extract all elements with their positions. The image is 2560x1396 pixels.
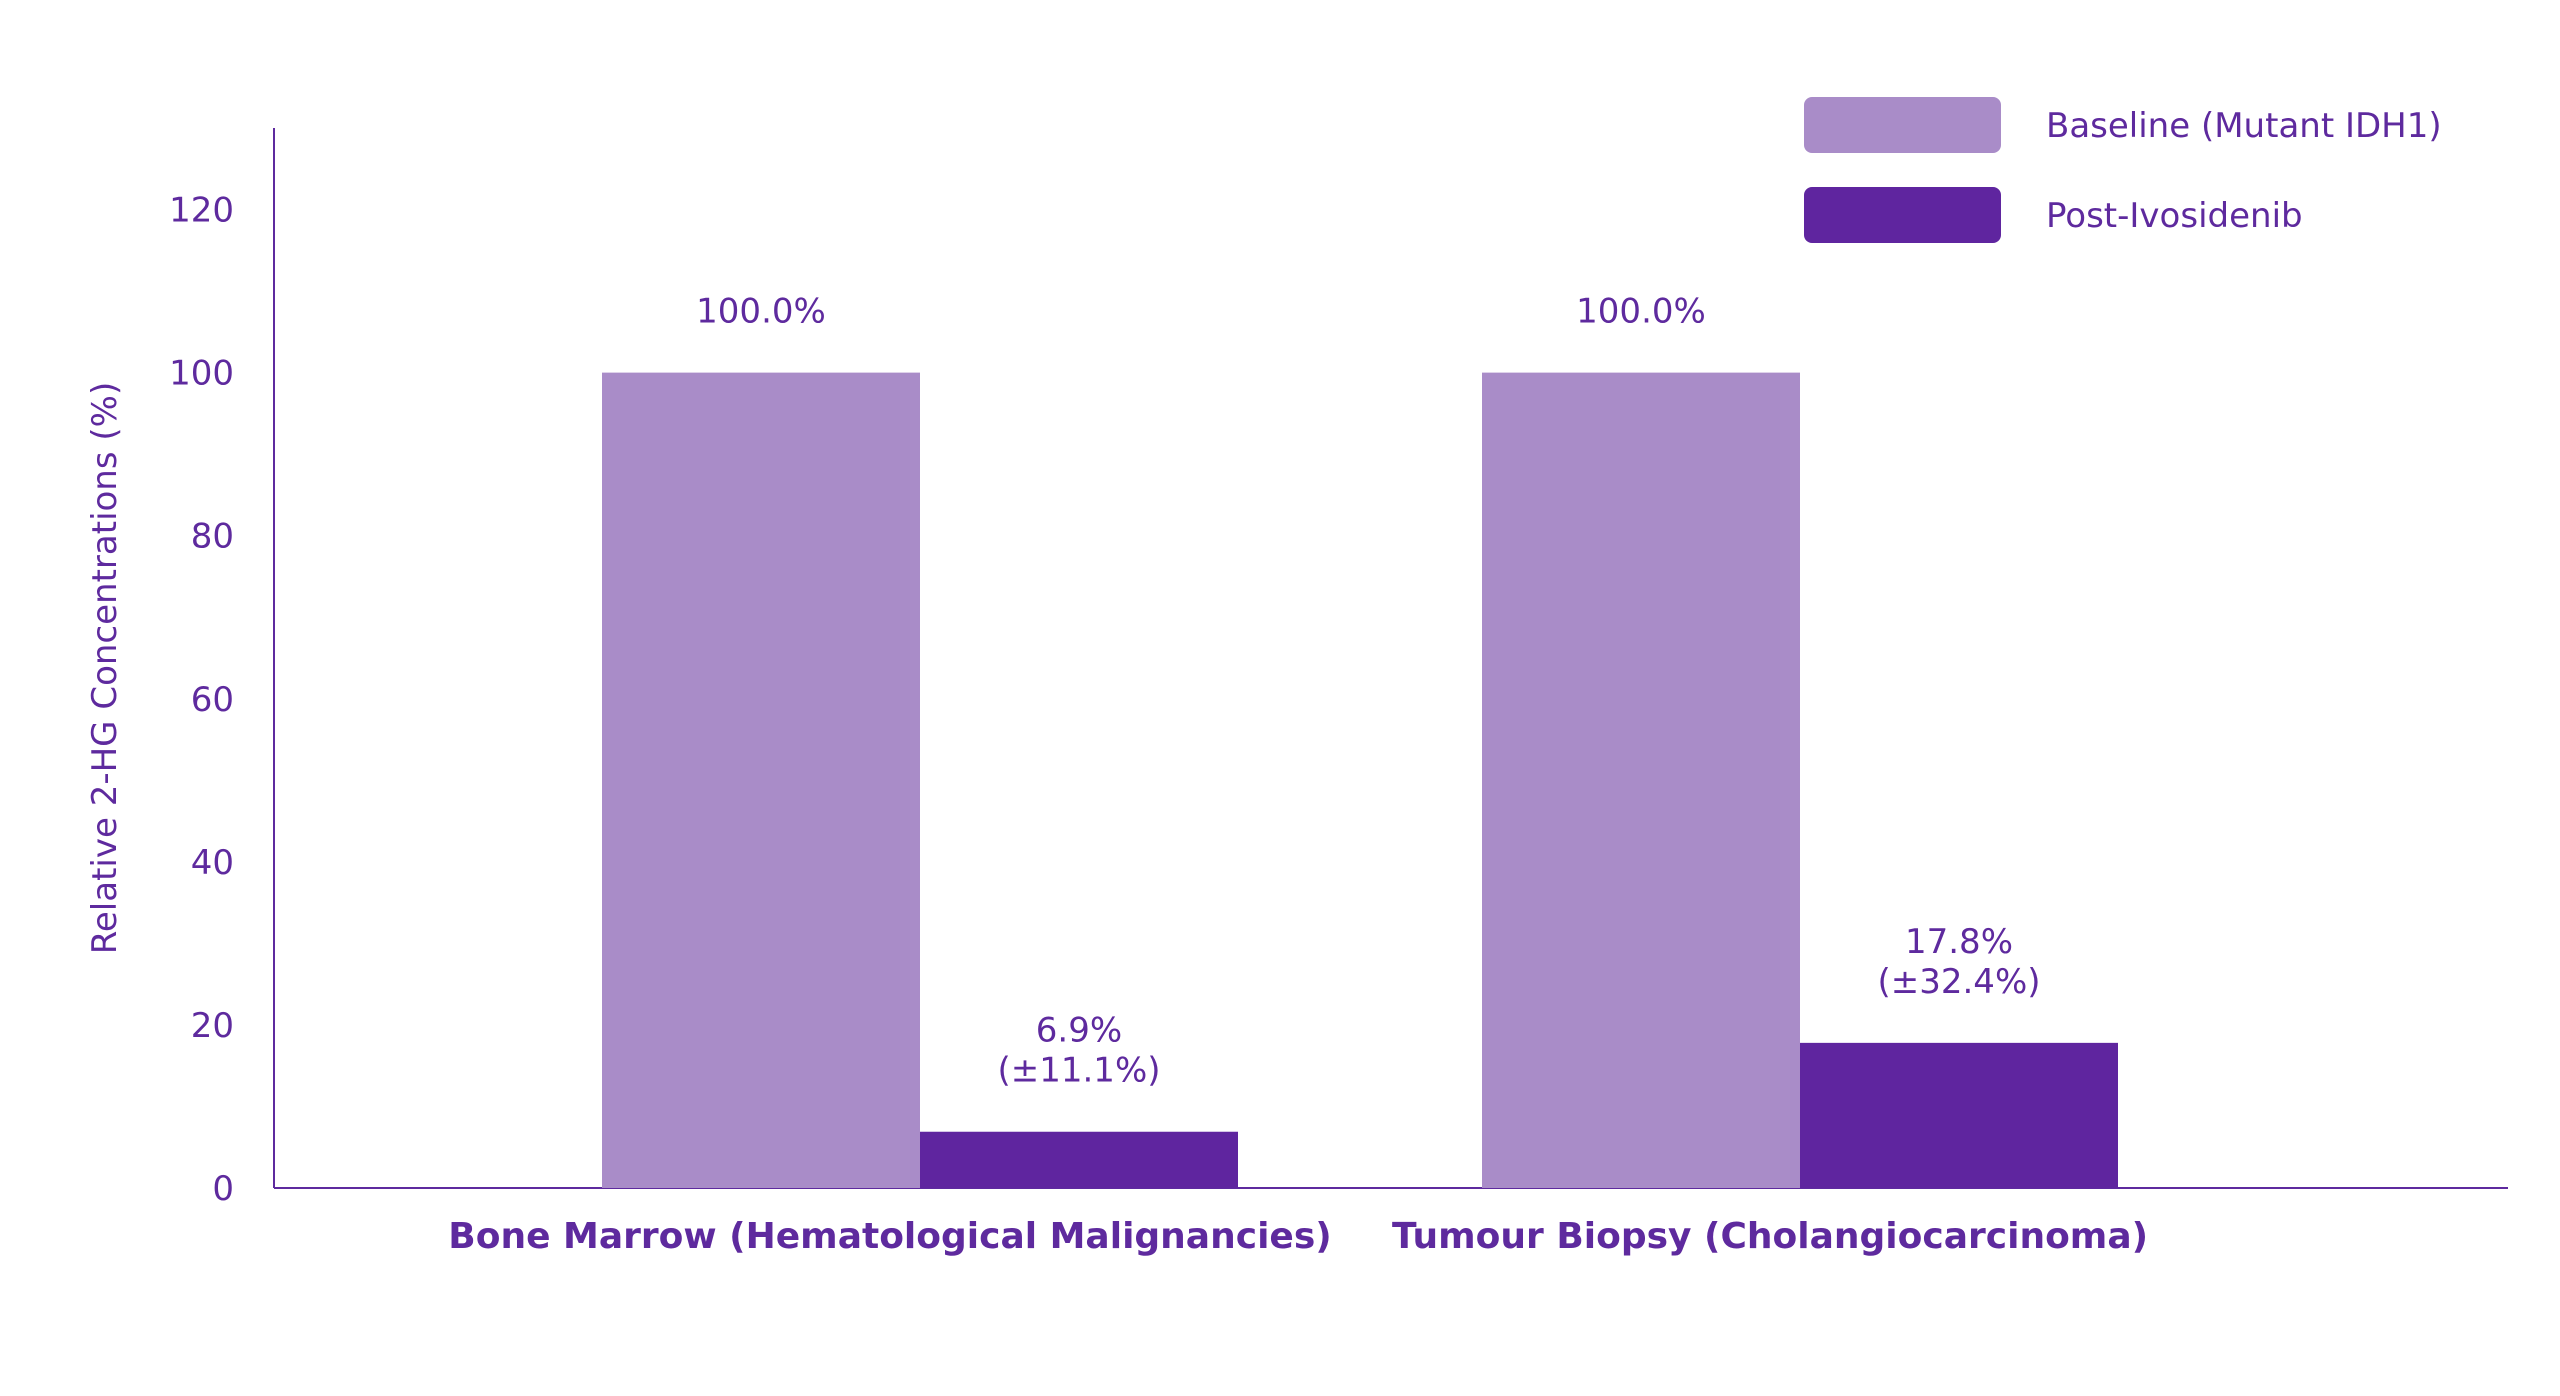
data-labels: 100.0% 6.9%(±11.1%) 100.0% 17.8%(±32.4%): [696, 292, 2040, 1091]
y-axis-label: Relative 2-HG Concentrations (%): [85, 382, 125, 954]
y-tick-labels: 0 20 40 60 80 100 120: [169, 191, 234, 1209]
y-tick-label: 40: [191, 843, 234, 883]
data-label: 100.0%: [696, 292, 826, 332]
y-tick-label: 20: [191, 1006, 234, 1046]
bar: [920, 1131, 1238, 1188]
legend-swatch: [1804, 187, 2001, 243]
data-label: 100.0%: [1576, 292, 1706, 332]
bar: [1482, 372, 1800, 1189]
y-tick-label: 80: [191, 517, 234, 557]
bar: [602, 372, 920, 1189]
category-label: Bone Marrow (Hematological Malignancies): [448, 1216, 1331, 1257]
legend-label: Baseline (Mutant IDH1): [2046, 106, 2442, 146]
y-tick-label: 60: [191, 680, 234, 720]
y-tick-label: 120: [169, 191, 234, 231]
y-tick-label: 0: [212, 1169, 234, 1209]
legend: Baseline (Mutant IDH1) Post-Ivosidenib: [1804, 97, 2442, 243]
bars: [602, 372, 2118, 1189]
category-labels: Bone Marrow (Hematological Malignancies)…: [448, 1216, 2148, 1257]
data-label: 6.9%: [1036, 1011, 1122, 1051]
data-label: (±32.4%): [1877, 962, 2040, 1002]
legend-label: Post-Ivosidenib: [2046, 196, 2303, 236]
legend-swatch: [1804, 97, 2001, 153]
y-tick-label: 100: [169, 354, 234, 394]
category-label: Tumour Biopsy (Cholangiocarcinoma): [1392, 1216, 2148, 1257]
data-label: (±11.1%): [997, 1051, 1160, 1091]
bar: [1800, 1042, 2118, 1188]
data-label: 17.8%: [1905, 922, 2013, 962]
